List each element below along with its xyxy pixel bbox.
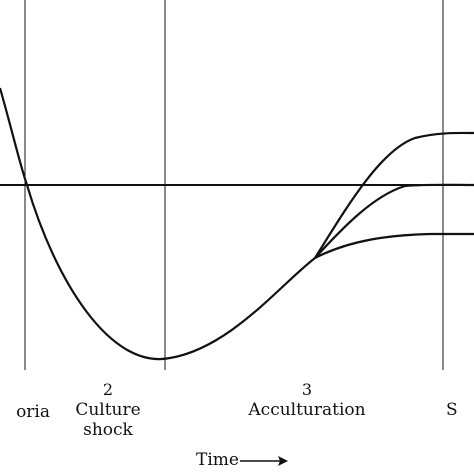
time-arrow-icon	[240, 456, 288, 466]
stage-1-name: oria	[16, 402, 50, 422]
stage-1-label: oria	[0, 402, 50, 422]
stage-2-number: 2	[102, 380, 114, 399]
adjustment-curve	[0, 87, 316, 361]
stage-4-name: S	[446, 400, 458, 420]
curve-branch-lower	[314, 232, 474, 259]
stage-4-number	[446, 380, 474, 400]
stage-2-name: Culture shock	[75, 400, 141, 440]
stage-3-number: 3	[301, 380, 313, 399]
curve-branch-middle	[314, 183, 474, 259]
stage-3-name: Acculturation	[248, 400, 366, 420]
curve-branch-upper	[314, 131, 474, 259]
time-axis-label: Time	[196, 450, 239, 470]
stage-3-label: 3 Acculturation	[222, 380, 392, 420]
stage-2-label: 2 Culture shock	[48, 380, 168, 440]
stage-4-label: S	[446, 380, 474, 420]
